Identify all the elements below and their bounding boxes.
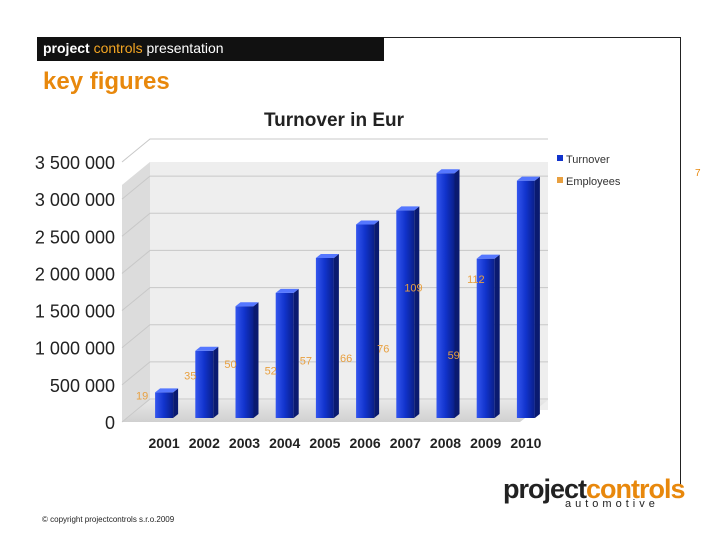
bar-2007 xyxy=(396,206,420,418)
bar-top xyxy=(315,253,339,258)
legend-swatch-turnover xyxy=(557,155,563,161)
bar-top xyxy=(396,206,420,211)
copyright-text: © copyright projectcontrols s.r.o.2009 xyxy=(42,515,175,524)
bar-front xyxy=(195,350,214,418)
x-tick-label: 2003 xyxy=(229,435,260,451)
bar-2004 xyxy=(275,288,299,418)
bar-top xyxy=(155,388,179,393)
x-tick-label: 2004 xyxy=(269,435,300,451)
header-title-rest: presentation xyxy=(142,40,224,56)
x-tick-label: 2002 xyxy=(189,435,220,451)
header-title-bold: project xyxy=(43,40,90,56)
bar-top xyxy=(275,288,299,293)
bar-side xyxy=(293,288,299,418)
legend-label-employees: Employees xyxy=(566,176,621,188)
employee-label: 57 xyxy=(300,356,312,368)
employee-label: 59 xyxy=(448,350,460,362)
x-tick-label: 2009 xyxy=(470,435,501,451)
section-title: key figures xyxy=(43,68,170,95)
header-bar: project controls presentation xyxy=(37,37,384,61)
employee-label: 76 xyxy=(377,343,389,355)
bar-front xyxy=(436,173,455,418)
logo-text-project: project xyxy=(503,474,587,504)
bar-top xyxy=(235,302,259,307)
bar-side xyxy=(414,206,420,418)
y-tick-label: 1 500 000 xyxy=(35,302,115,322)
bar-front xyxy=(476,258,495,418)
bars xyxy=(155,169,540,418)
y-axis-ticks: 0 500 000 1 000 000 1 500 000 2 000 000 2 500… xyxy=(35,153,115,433)
bar-side xyxy=(374,220,380,418)
bar-front xyxy=(155,392,174,418)
employee-label: 35 xyxy=(184,370,196,382)
bar-top xyxy=(356,220,380,225)
header-title-highlight: controls xyxy=(93,40,143,56)
bar-2003 xyxy=(235,302,259,418)
y-tick-label: 2 500 000 xyxy=(35,227,115,247)
bar-2002 xyxy=(195,346,219,418)
employee-label: 66 xyxy=(340,353,352,365)
bar-2008 xyxy=(436,169,460,418)
bar-top xyxy=(516,176,540,181)
bar-side xyxy=(534,176,540,418)
bar-side xyxy=(253,302,259,418)
bar-front xyxy=(356,224,375,418)
gridline xyxy=(121,175,548,200)
employee-label: 112 xyxy=(467,274,485,286)
chart-title: Turnover in Eur xyxy=(264,110,405,131)
x-tick-label: 2010 xyxy=(510,435,541,451)
x-tick-label: 2008 xyxy=(430,435,461,451)
bar-front xyxy=(396,210,415,418)
bar-2006 xyxy=(356,220,380,418)
employee-label: 52 xyxy=(265,366,277,378)
bar-front xyxy=(235,306,254,418)
bar-front xyxy=(516,180,535,418)
bar-2010 xyxy=(516,176,540,418)
bar-side xyxy=(494,254,500,418)
legend-swatch-employees xyxy=(557,177,563,183)
company-logo: projectcontrols automotive xyxy=(503,474,686,510)
bar-side xyxy=(213,346,219,418)
logo-subtitle: automotive xyxy=(565,498,659,510)
y-tick-label: 3 500 000 xyxy=(35,153,115,173)
x-tick-label: 2007 xyxy=(390,435,421,451)
y-tick-label: 500 000 xyxy=(50,376,115,396)
legend-label-turnover: Turnover xyxy=(566,154,610,166)
y-tick-label: 2 000 000 xyxy=(35,264,115,284)
employee-label: 109 xyxy=(404,282,422,294)
bar-side xyxy=(173,388,179,418)
chart-legend: Turnover Employees xyxy=(557,154,621,188)
x-tick-label: 2006 xyxy=(350,435,381,451)
bar-2009 xyxy=(476,254,500,418)
frame-right-line xyxy=(680,37,681,485)
bar-side xyxy=(454,169,460,418)
bar-front xyxy=(315,257,334,418)
x-tick-label: 2001 xyxy=(149,435,180,451)
employee-label: 50 xyxy=(224,359,236,371)
bar-side xyxy=(333,253,339,418)
x-tick-label: 2005 xyxy=(309,435,340,451)
header-title: project controls presentation xyxy=(43,40,224,56)
bar-2001 xyxy=(155,388,179,418)
bar-top xyxy=(476,254,500,259)
y-tick-label: 3 000 000 xyxy=(35,190,115,210)
logo-text-controls: controls xyxy=(586,474,686,504)
gridline xyxy=(121,138,548,163)
employee-labels: 19 35 50 52 57 66 76 109 59 112 xyxy=(136,274,485,403)
page-number: 7 xyxy=(695,168,701,179)
y-tick-label: 1 000 000 xyxy=(35,339,115,359)
y-tick-label: 0 xyxy=(105,413,115,433)
employee-label: 19 xyxy=(136,391,148,403)
bar-top xyxy=(195,346,219,351)
bar-front xyxy=(275,292,294,418)
bar-2005 xyxy=(315,253,339,418)
x-axis-ticks: 2001 2002 2003 2004 2005 2006 2007 2008 2009 2010 xyxy=(149,435,542,451)
bar-top xyxy=(436,169,460,174)
frame-top-line xyxy=(384,37,680,38)
